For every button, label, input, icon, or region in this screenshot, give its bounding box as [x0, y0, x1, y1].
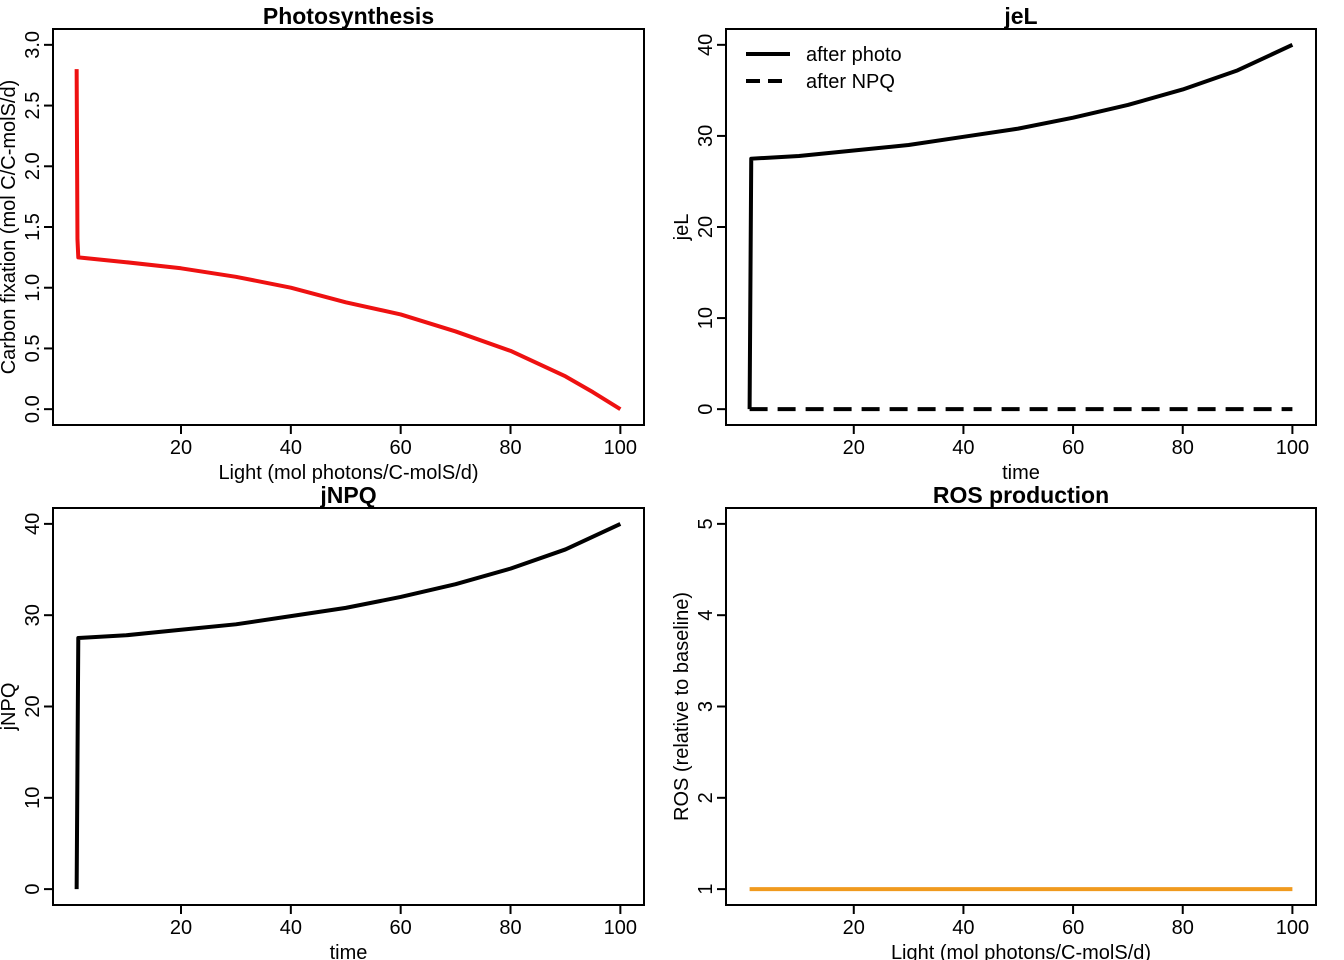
x-tick-label: 100: [1276, 437, 1309, 459]
chart-panel-1: Photosynthesis 20 40 60 80 100 0.0 0.5 1.0 1.5 2.0…: [0, 3, 645, 484]
y-tick-label: 40: [22, 513, 44, 535]
series-line-1: [74, 522, 622, 890]
y-tick-label: 2.0: [22, 152, 44, 180]
x-tick-label: 80: [499, 437, 521, 459]
series-line-1: [74, 69, 622, 411]
x-tick-label: 80: [1172, 917, 1194, 939]
x-axis-label: time: [330, 942, 368, 960]
y-tick-label: 1: [695, 884, 717, 895]
y-tick-label: 1.0: [22, 274, 44, 302]
legend-label: after photo: [806, 44, 902, 66]
y-axis-label: ROS (relative to baseline): [671, 592, 693, 821]
x-tick-label: 80: [1172, 437, 1194, 459]
x-tick-label: 60: [1062, 917, 1084, 939]
y-tick-label: 20: [695, 216, 717, 238]
plot-frame: [725, 507, 1317, 906]
x-tick-label: 20: [843, 917, 865, 939]
y-tick-label: 10: [695, 307, 717, 329]
y-tick-label: 1.5: [22, 213, 44, 241]
y-tick-label: 40: [695, 34, 717, 56]
plot-frame: [52, 507, 645, 906]
y-tick-label: 3.0: [22, 31, 44, 59]
chart-title: jeL: [1003, 3, 1037, 29]
x-axis-label: Light (mol photons/C-molS/d): [218, 462, 478, 484]
x-tick-label: 60: [390, 437, 412, 459]
x-tick-label: 20: [170, 437, 192, 459]
series-line-1: [747, 43, 1294, 410]
y-tick-label: 5: [695, 518, 717, 529]
x-tick-label: 40: [280, 437, 302, 459]
y-tick-label: 30: [22, 604, 44, 626]
chart-title: ROS production: [933, 482, 1109, 508]
x-tick-label: 60: [1062, 437, 1084, 459]
y-tick-label: 2: [695, 792, 717, 803]
y-axis-label: jeL: [671, 214, 693, 242]
y-tick-label: 3: [695, 701, 717, 712]
x-tick-label: 20: [170, 917, 192, 939]
chart-title: jNPQ: [319, 482, 376, 508]
legend-label: after NPQ: [806, 71, 895, 93]
y-tick-label: 20: [22, 695, 44, 717]
x-tick-label: 20: [843, 437, 865, 459]
y-axis-label: jNPQ: [0, 683, 20, 732]
y-tick-label: 0.0: [22, 395, 44, 423]
plot-frame: [52, 28, 645, 426]
x-tick-label: 80: [499, 917, 521, 939]
x-tick-label: 100: [604, 437, 637, 459]
x-tick-label: 40: [952, 917, 974, 939]
chart-title: Photosynthesis: [263, 3, 434, 29]
x-tick-label: 40: [952, 437, 974, 459]
x-tick-label: 100: [1276, 917, 1309, 939]
x-tick-label: 40: [280, 917, 302, 939]
x-tick-label: 100: [604, 917, 637, 939]
y-tick-label: 0.5: [22, 335, 44, 363]
y-tick-label: 30: [695, 125, 717, 147]
x-axis-label: Light (mol photons/C-molS/d): [891, 942, 1151, 960]
y-tick-label: 4: [695, 610, 717, 621]
x-axis-label: time: [1002, 462, 1040, 484]
y-axis-label: Carbon fixation (mol C/C-molS/d): [0, 80, 20, 375]
x-tick-label: 60: [390, 917, 412, 939]
y-tick-label: 0: [22, 884, 44, 895]
y-tick-label: 0: [695, 404, 717, 415]
chart-panel-4: ROS production 20 40 60 80 100 1 2 3 4 5 Light (mol…: [671, 482, 1317, 960]
y-tick-label: 2.5: [22, 92, 44, 120]
y-tick-label: 10: [22, 787, 44, 809]
